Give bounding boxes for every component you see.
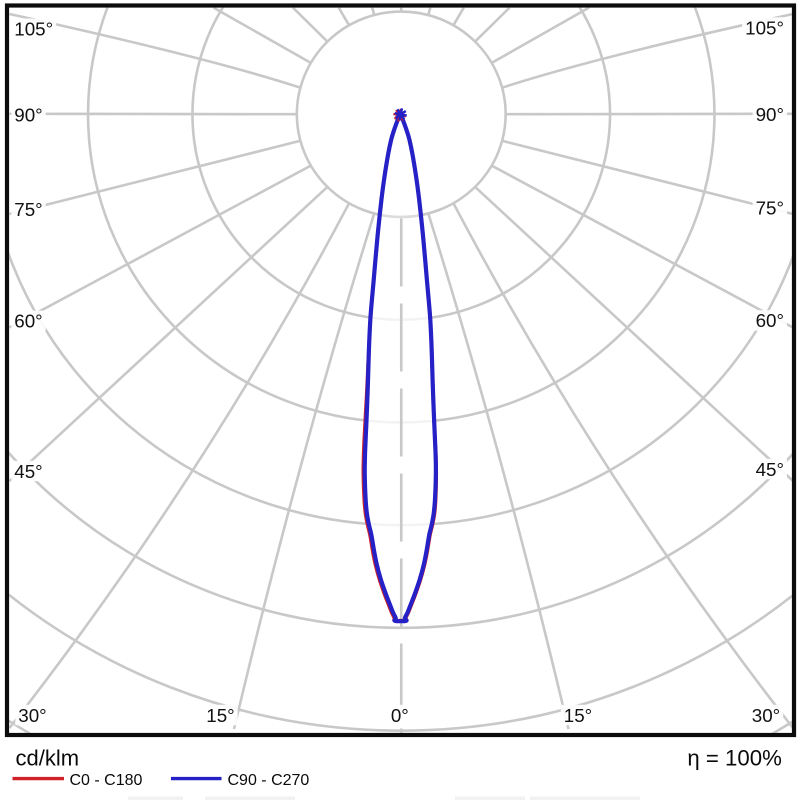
svg-text:60°: 60° <box>14 311 42 332</box>
svg-text:η = 100%: η = 100% <box>687 745 781 770</box>
svg-text:75°: 75° <box>756 197 784 218</box>
svg-text:0°: 0° <box>391 705 409 726</box>
svg-text:30°: 30° <box>18 705 46 726</box>
svg-text:30°: 30° <box>752 705 780 726</box>
svg-text:15°: 15° <box>564 705 592 726</box>
svg-text:90°: 90° <box>756 104 784 125</box>
svg-text:45°: 45° <box>756 459 784 480</box>
svg-text:15°: 15° <box>206 705 234 726</box>
svg-text:60°: 60° <box>756 310 784 331</box>
svg-text:90°: 90° <box>14 105 42 126</box>
svg-text:75°: 75° <box>14 199 42 220</box>
svg-text:cd/klm: cd/klm <box>16 746 80 771</box>
svg-text:105°: 105° <box>14 19 53 40</box>
svg-text:45°: 45° <box>14 461 42 482</box>
svg-text:C0 - C180: C0 - C180 <box>70 772 143 789</box>
svg-text:105°: 105° <box>745 17 784 38</box>
svg-text:C90 - C270: C90 - C270 <box>228 772 310 789</box>
